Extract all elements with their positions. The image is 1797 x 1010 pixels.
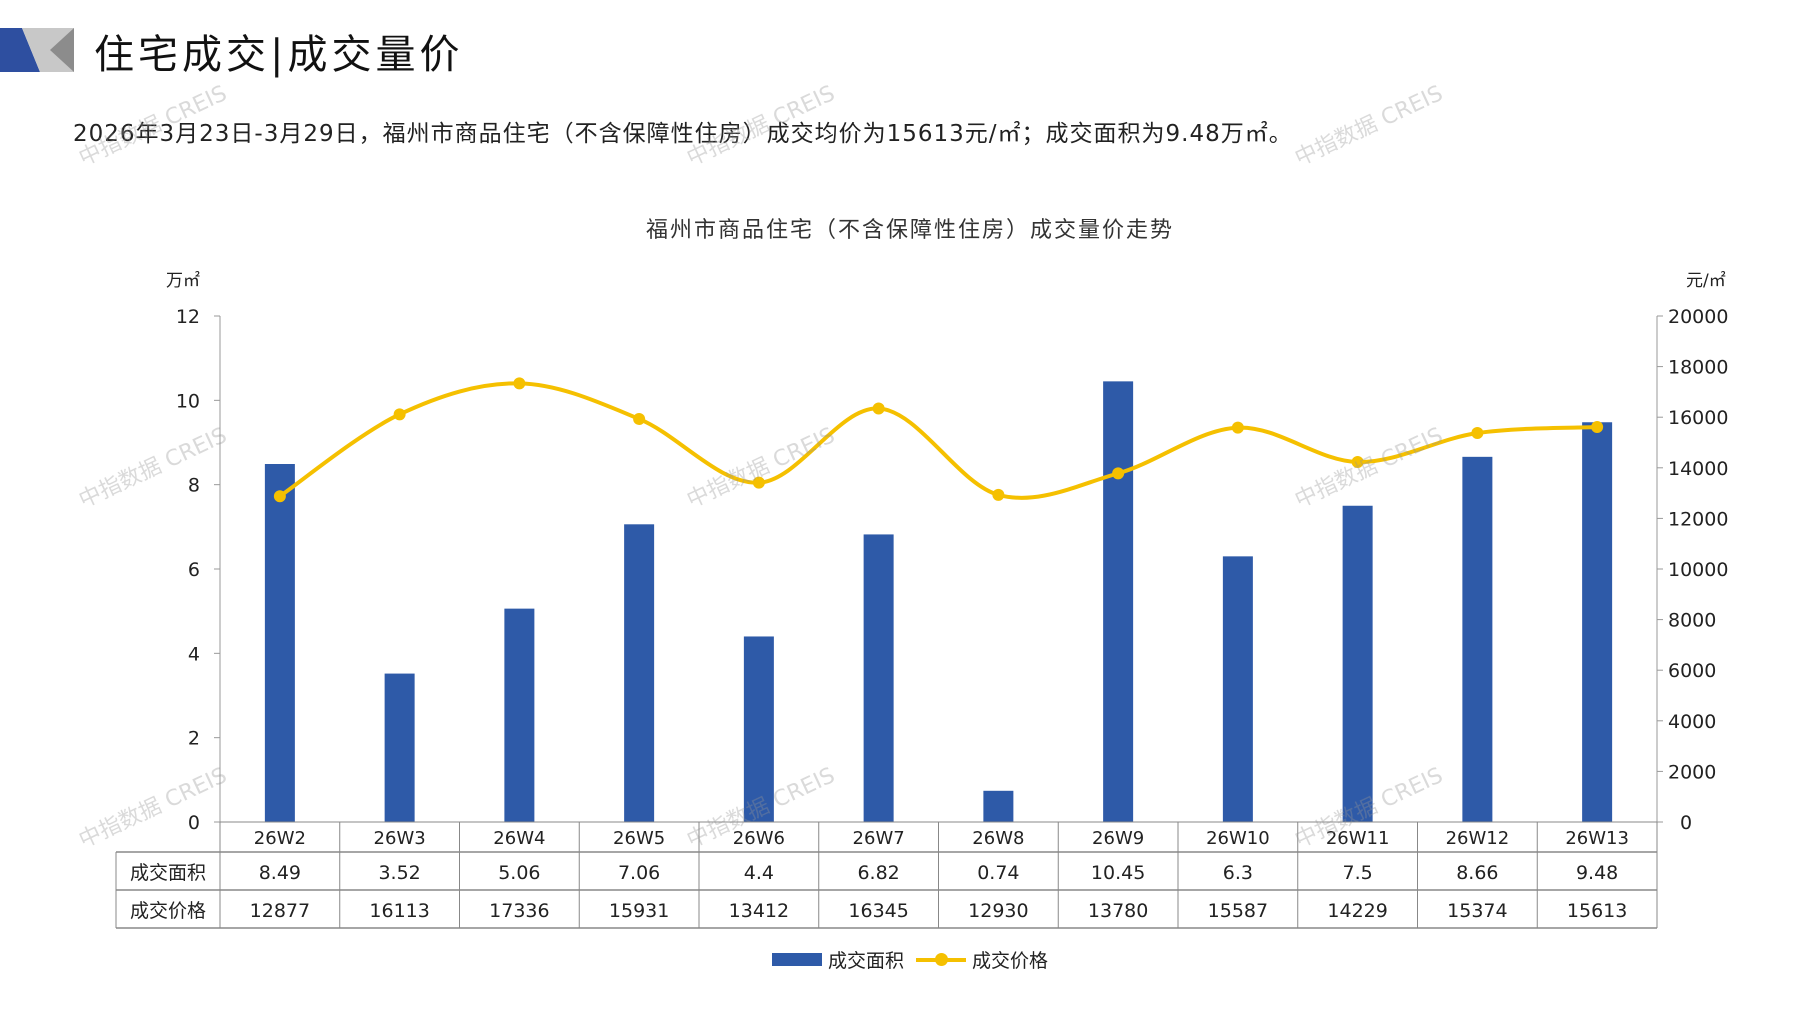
area-value: 8.66	[1456, 862, 1498, 884]
price-point-26W12	[1471, 427, 1484, 440]
bar-26W13	[1582, 422, 1613, 822]
area-value: 7.5	[1343, 862, 1373, 884]
bar-26W2	[264, 464, 295, 822]
right-tick-label: 8000	[1668, 610, 1716, 632]
right-axis-unit: 元/㎡	[1686, 271, 1726, 291]
price-point-26W3	[393, 408, 406, 421]
bar-26W10	[1222, 556, 1253, 822]
category-label: 26W10	[1206, 828, 1270, 849]
area-value: 6.3	[1223, 862, 1253, 884]
category-label: 26W8	[972, 828, 1024, 849]
area-value: 8.49	[259, 862, 301, 884]
area-value: 3.52	[378, 862, 420, 884]
price-value: 16113	[369, 900, 429, 922]
left-tick-label: 2	[188, 728, 200, 750]
left-tick-label: 0	[188, 812, 200, 834]
area-value: 7.06	[618, 862, 660, 884]
legend-item-price[interactable]: 成交价格	[916, 946, 1048, 973]
price-point-26W2	[273, 490, 286, 503]
area-value: 9.48	[1576, 862, 1618, 884]
left-tick-label: 12	[176, 306, 200, 328]
price-value: 14229	[1327, 900, 1387, 922]
price-value: 13780	[1088, 900, 1148, 922]
price-point-26W4	[513, 377, 526, 390]
bar-26W8	[983, 790, 1014, 822]
bar-26W5	[624, 524, 655, 822]
summary-text: 2026年3月23日-3月29日，福州市商品住宅（不含保障性住房）成交均价为15…	[73, 121, 1293, 147]
area-value: 10.45	[1091, 862, 1145, 884]
bar-26W9	[1103, 381, 1134, 822]
right-tick-label: 2000	[1668, 761, 1716, 783]
price-value: 15613	[1567, 900, 1627, 922]
area-value: 5.06	[498, 862, 540, 884]
logo-icon	[0, 28, 74, 72]
left-tick-label: 8	[188, 475, 200, 497]
price-value: 15931	[609, 900, 669, 922]
price-point-26W8	[992, 488, 1005, 501]
price-line	[278, 381, 1598, 500]
category-label: 26W3	[374, 828, 426, 849]
category-label: 26W9	[1092, 828, 1144, 849]
right-tick-label: 4000	[1668, 711, 1716, 733]
price-value: 15374	[1447, 900, 1507, 922]
right-tick-label: 18000	[1668, 357, 1728, 379]
price-point-26W9	[1112, 467, 1125, 480]
right-tick-label: 12000	[1668, 508, 1728, 530]
bar-26W4	[504, 608, 535, 822]
category-label: 26W11	[1326, 828, 1390, 849]
left-tick-label: 10	[176, 390, 200, 412]
category-label: 26W7	[853, 828, 905, 849]
right-tick-label: 20000	[1668, 306, 1728, 328]
price-point-26W10	[1231, 421, 1244, 434]
category-label: 26W4	[493, 828, 545, 849]
right-tick-label: 6000	[1668, 660, 1716, 682]
right-tick-label: 0	[1680, 812, 1692, 834]
right-tick-label: 14000	[1668, 458, 1728, 480]
bar-26W7	[863, 534, 894, 822]
category-label: 26W2	[254, 828, 306, 849]
price-point-26W6	[752, 476, 765, 489]
bar-26W11	[1342, 505, 1373, 822]
price-value: 17336	[489, 900, 549, 922]
price-point-26W5	[633, 412, 646, 425]
legend-label: 成交面积	[827, 950, 904, 972]
price-value: 13412	[729, 900, 789, 922]
left-axis-unit: 万㎡	[166, 271, 200, 291]
chart-title: 福州市商品住宅（不含保障性住房）成交量价走势	[645, 218, 1174, 243]
category-label: 26W6	[733, 828, 785, 849]
price-value: 12930	[968, 900, 1028, 922]
price-point-26W7	[872, 402, 885, 415]
legend-item-area[interactable]: 成交面积	[771, 946, 904, 973]
legend-label: 成交价格	[972, 950, 1049, 972]
legend-bar-swatch	[771, 953, 822, 966]
row-label-price: 成交价格	[130, 900, 206, 922]
left-tick-label: 4	[188, 643, 200, 665]
category-label: 26W13	[1565, 828, 1629, 849]
bar-26W6	[743, 636, 774, 822]
price-value: 12877	[250, 900, 310, 922]
price-value: 15587	[1208, 900, 1268, 922]
area-value: 6.82	[857, 862, 899, 884]
legend-line-swatch	[916, 952, 966, 966]
row-label-area: 成交面积	[130, 862, 206, 884]
price-point-26W11	[1351, 456, 1364, 469]
area-value: 0.74	[977, 862, 1019, 884]
category-label: 26W12	[1446, 828, 1510, 849]
bar-26W12	[1462, 456, 1493, 822]
bar-26W3	[384, 673, 415, 822]
price-point-26W13	[1591, 420, 1604, 433]
price-value: 16345	[848, 900, 908, 922]
category-label: 26W5	[613, 828, 665, 849]
legend: 成交面积 成交价格	[0, 946, 1797, 973]
right-tick-label: 10000	[1668, 559, 1728, 581]
right-tick-label: 16000	[1668, 407, 1728, 429]
page-title: 住宅成交|成交量价	[94, 32, 464, 78]
left-tick-label: 6	[188, 559, 200, 581]
area-value: 4.4	[744, 862, 774, 884]
